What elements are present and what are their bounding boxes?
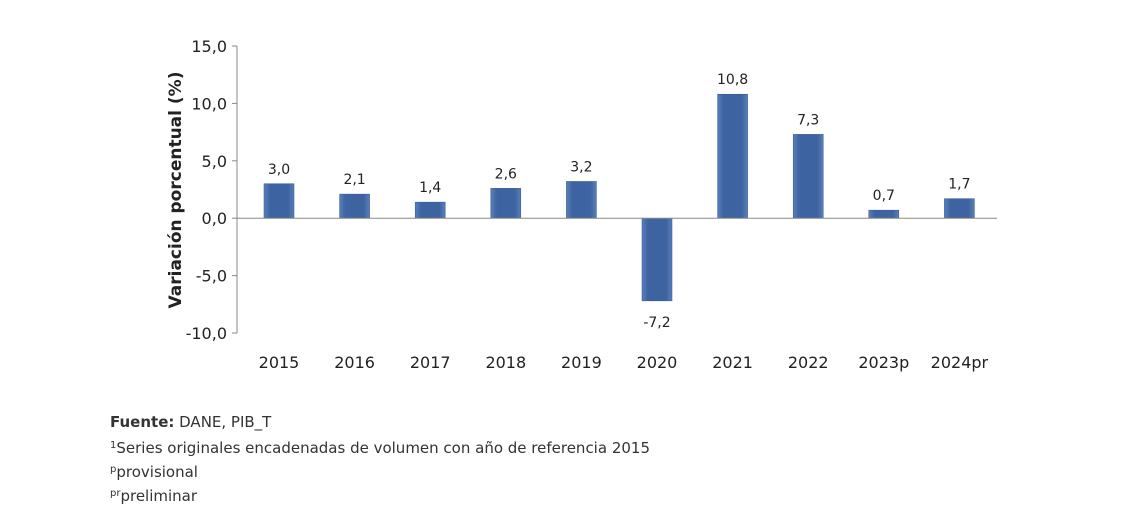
- y-tick-label: 5,0: [202, 152, 227, 171]
- bar-2022: [792, 134, 824, 219]
- x-tick-label: 2023p: [858, 353, 909, 372]
- y-tick-label: -10,0: [186, 324, 227, 343]
- bar-2018: [490, 188, 522, 219]
- x-tick-label: 2024pr: [931, 353, 989, 372]
- data-label: 1,7: [948, 177, 970, 193]
- footnote-mark: p: [110, 464, 117, 475]
- x-tick-label: 2015: [259, 353, 300, 372]
- footnote-text: preliminar: [120, 487, 198, 505]
- bar-2016: [339, 193, 370, 219]
- data-label: 10,8: [717, 72, 748, 88]
- footnote-text: Series originales encadenadas de volumen…: [116, 439, 650, 457]
- x-tick-label: 2018: [485, 353, 526, 372]
- bar-2019: [566, 181, 597, 219]
- data-label: 2,6: [495, 166, 517, 182]
- x-tick-label: 2017: [410, 353, 451, 372]
- y-axis-label: Variación porcentual (%): [166, 72, 186, 309]
- x-tick-label: 2021: [712, 353, 753, 372]
- x-tick-label: 2022: [788, 353, 829, 372]
- footnote-mark: 1: [110, 440, 117, 451]
- footnote-2: pprovisional: [110, 458, 198, 484]
- footnote-1: 1Series originales encadenadas de volume…: [110, 434, 650, 460]
- bar-2017: [414, 201, 446, 219]
- x-tick-label: 2019: [561, 353, 602, 372]
- bar-2020: [641, 217, 673, 302]
- data-label: 0,7: [873, 188, 895, 204]
- x-tick-label: 2020: [637, 353, 678, 372]
- y-tick-label: 15,0: [191, 37, 227, 56]
- bar-2024pr: [944, 198, 975, 219]
- footnote-text: provisional: [116, 463, 198, 481]
- footnote-3: prpreliminar: [110, 482, 197, 508]
- data-label: 3,0: [268, 162, 290, 178]
- source-note: Fuente: DANE, PIB_T: [110, 410, 271, 434]
- bar-chart: Variación porcentual (%) -10,0 -5,0 0,0 5,0…: [166, 37, 997, 372]
- footnote-mark: pr: [110, 488, 121, 499]
- y-tick-label: 10,0: [191, 94, 227, 113]
- data-label: 7,3: [797, 112, 819, 128]
- data-label: 1,4: [419, 180, 441, 196]
- y-tick-label: 0,0: [202, 209, 227, 228]
- data-label: 2,1: [343, 172, 365, 188]
- source-text: DANE, PIB_T: [174, 413, 272, 431]
- data-label: 3,2: [570, 159, 592, 175]
- source-label: Fuente:: [110, 413, 175, 431]
- data-label: -7,2: [643, 315, 670, 331]
- bar-2023p: [868, 209, 900, 219]
- bar-2021: [717, 93, 748, 219]
- bar-2015: [263, 183, 295, 219]
- y-tick-label: -5,0: [196, 267, 227, 286]
- x-tick-label: 2016: [334, 353, 375, 372]
